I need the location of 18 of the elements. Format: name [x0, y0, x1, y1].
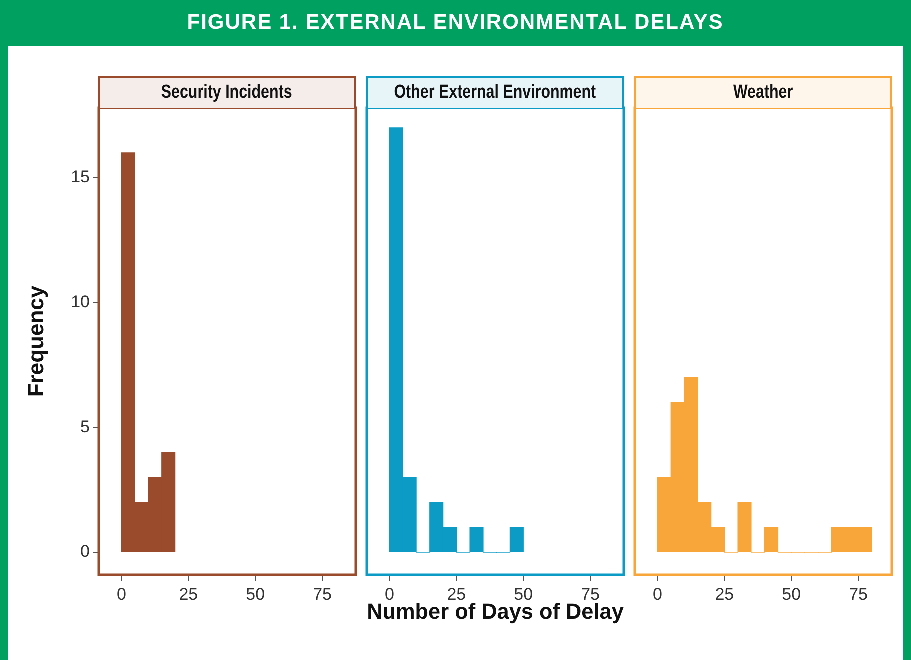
y-tick-label: 10 — [71, 292, 90, 312]
y-tick-label: 5 — [80, 417, 90, 436]
x-tick-label: 50 — [782, 584, 802, 604]
x-tick-label: 25 — [715, 584, 734, 604]
x-tick-label: 75 — [313, 584, 332, 604]
x-tick-label: 50 — [514, 584, 534, 604]
x-tick-label: 75 — [581, 584, 600, 604]
x-tick-label: 25 — [447, 584, 466, 604]
y-tick-label: 0 — [80, 542, 90, 562]
caption: FIGURE 1. EXTERNAL ENVIRONMENTAL DELAYS — [0, 0, 911, 46]
x-tick-label: 75 — [849, 584, 868, 604]
y-tick-label: 15 — [71, 168, 90, 187]
x-tick-label: 25 — [179, 584, 198, 604]
x-tick-label: 0 — [117, 584, 126, 604]
x-tick-label: 50 — [246, 584, 266, 604]
x-tick-label: 0 — [385, 584, 394, 604]
x-tick-label: 0 — [653, 584, 662, 604]
y-axis-title: Frequency — [23, 285, 48, 398]
